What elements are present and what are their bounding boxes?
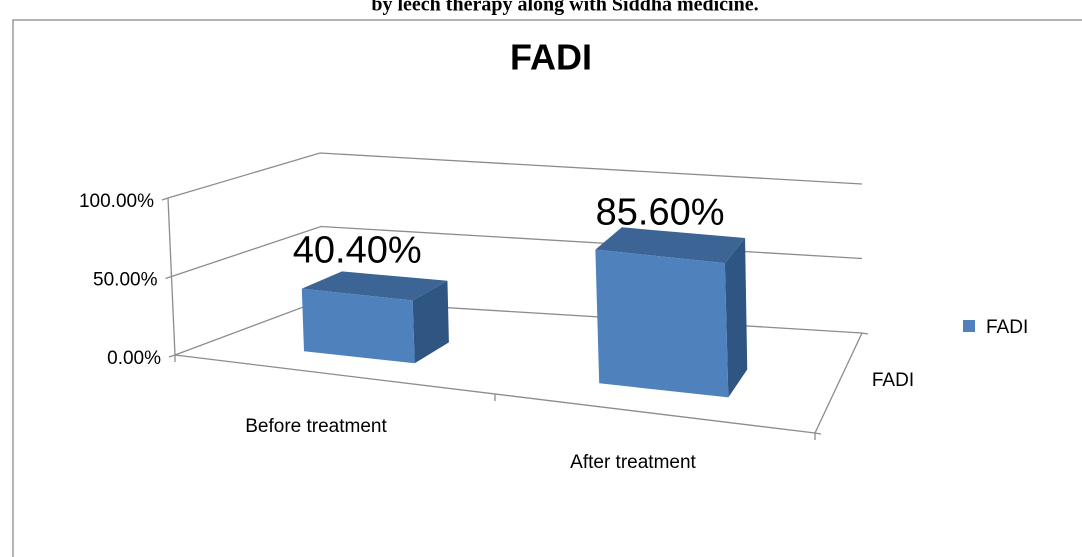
- chart-title: FADI: [510, 37, 592, 78]
- bar-front: [301, 288, 415, 364]
- y-axis: [167, 197, 176, 356]
- y-tick: [165, 275, 172, 280]
- depth-tick: [814, 432, 822, 435]
- bar-side: [724, 238, 748, 398]
- y-tick-label: 100.00%: [79, 191, 154, 212]
- y-tick-label: 0.00%: [107, 348, 161, 369]
- legend-label: FADI: [986, 317, 1028, 338]
- bar-top: [595, 227, 746, 264]
- y-tick-label: 50.00%: [93, 270, 158, 291]
- bar-side: [412, 280, 449, 364]
- depth-label: FADI: [872, 370, 914, 391]
- bar: [595, 227, 748, 398]
- legend-swatch: [963, 320, 975, 332]
- y-tick: [168, 354, 176, 358]
- y-tick: [161, 197, 169, 201]
- caption: by leech therapy along with Siddha medic…: [371, 0, 758, 16]
- depth-axis: [814, 332, 863, 434]
- depth-tick: [861, 332, 869, 335]
- x-tick-label: After treatment: [570, 452, 696, 473]
- grid-line: [167, 152, 863, 199]
- x-tick-label: Before treatment: [245, 416, 387, 437]
- value-label: 85.60%: [596, 191, 725, 233]
- value-label: 40.40%: [293, 230, 422, 272]
- bar-front: [595, 249, 729, 398]
- bar-top: [301, 271, 448, 301]
- chart-frame: [12, 19, 1082, 557]
- bar: [301, 271, 449, 364]
